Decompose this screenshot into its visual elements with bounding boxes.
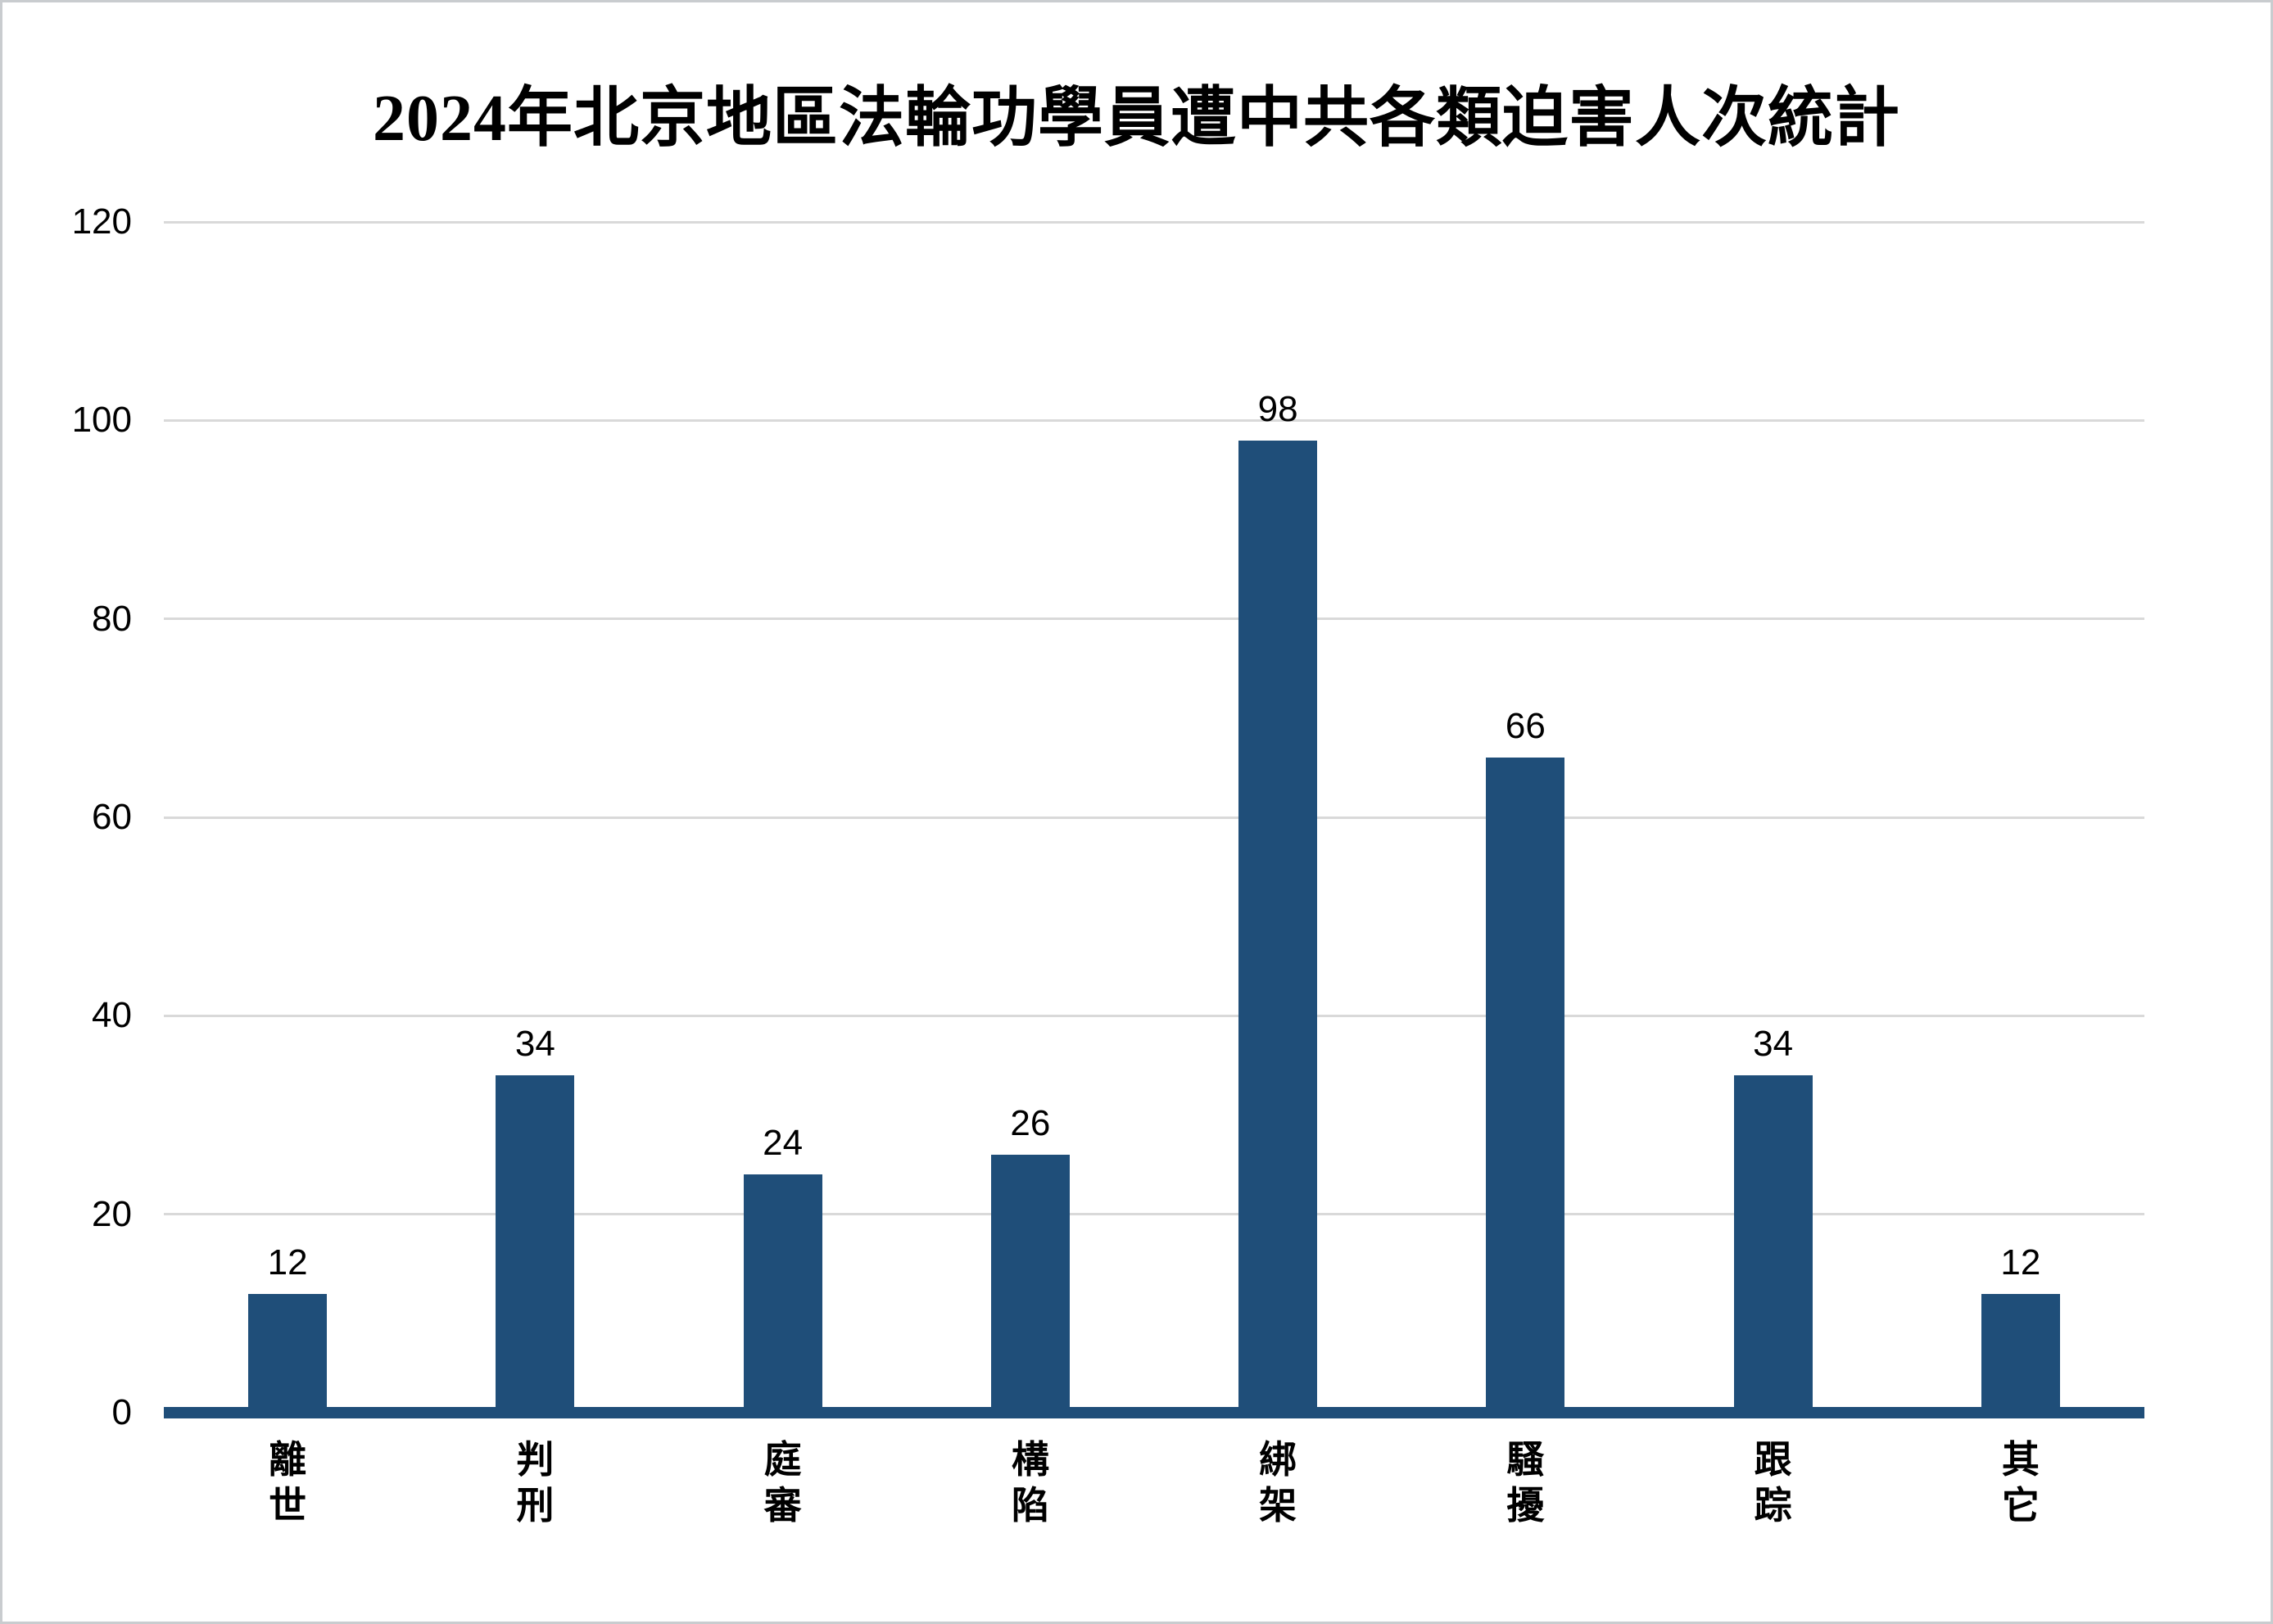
category-label-跟踪: 跟踪 xyxy=(1650,1437,1897,1529)
bar-slot-2: 24 xyxy=(659,222,907,1413)
bar-value-label-6: 34 xyxy=(1753,1024,1794,1065)
category-char: 陷 xyxy=(1011,1485,1049,1527)
category-char: 刑 xyxy=(516,1485,555,1527)
category-label-綁架: 綁架 xyxy=(1154,1437,1401,1529)
bar-跟踪 xyxy=(1733,1075,1813,1413)
category-char: 判 xyxy=(516,1439,555,1481)
category-label-判刑: 判刑 xyxy=(411,1437,659,1529)
bar-slot-4: 98 xyxy=(1154,222,1401,1413)
category-char: 騷 xyxy=(1506,1439,1545,1481)
category-char: 架 xyxy=(1259,1485,1297,1527)
bar-slot-1: 34 xyxy=(411,222,659,1413)
bar-slot-0: 12 xyxy=(164,222,411,1413)
category-label-騷擾: 騷擾 xyxy=(1401,1437,1649,1529)
category-char: 離 xyxy=(269,1439,307,1481)
category-char: 庭 xyxy=(763,1439,802,1481)
chart-title: 2024年北京地區法輪功學員遭中共各類迫害人次統計 xyxy=(373,83,1900,155)
category-char: 其 xyxy=(2001,1439,2040,1481)
bar-slot-3: 26 xyxy=(907,222,1154,1413)
gridline-y-40 xyxy=(164,1014,2144,1017)
plot-area: 12 34 24 26 98 66 34 12 xyxy=(164,220,2144,1418)
bar-value-label-7: 12 xyxy=(2000,1242,2041,1282)
category-label-庭審: 庭審 xyxy=(659,1437,907,1529)
bar-離世 xyxy=(248,1293,328,1413)
category-label-構陷: 構陷 xyxy=(907,1437,1154,1529)
category-char: 擾 xyxy=(1506,1485,1545,1527)
y-tick-label-80: 80 xyxy=(92,598,132,639)
category-char: 綁 xyxy=(1259,1439,1297,1481)
bar-slot-7: 12 xyxy=(1897,222,2144,1413)
bar-綁架 xyxy=(1238,440,1318,1413)
category-label-離世: 離世 xyxy=(164,1437,411,1529)
category-char: 構 xyxy=(1011,1439,1049,1481)
bar-value-label-0: 12 xyxy=(267,1242,308,1282)
category-char: 審 xyxy=(763,1485,802,1527)
gridline-y-120 xyxy=(164,220,2144,224)
y-tick-label-40: 40 xyxy=(92,995,132,1036)
bars-group: 12 34 24 26 98 66 34 12 xyxy=(164,222,2144,1413)
gridline-y-80 xyxy=(164,617,2144,621)
y-tick-label-60: 60 xyxy=(92,797,132,837)
category-char: 它 xyxy=(2001,1485,2040,1527)
gridline-y-60 xyxy=(164,816,2144,819)
category-char: 踪 xyxy=(1754,1485,1792,1527)
bar-slot-5: 66 xyxy=(1401,222,1649,1413)
bar-騷擾 xyxy=(1486,758,1565,1413)
bar-其它 xyxy=(1981,1293,2060,1413)
bar-slot-6: 34 xyxy=(1650,222,1897,1413)
y-tick-label-20: 20 xyxy=(92,1193,132,1234)
gridline-y-20 xyxy=(164,1213,2144,1216)
y-tick-label-0: 0 xyxy=(111,1392,132,1432)
category-char: 世 xyxy=(269,1485,307,1527)
bar-value-label-5: 66 xyxy=(1505,706,1546,747)
category-char: 跟 xyxy=(1754,1439,1792,1481)
x-axis-line xyxy=(164,1407,2144,1418)
bar-value-label-2: 24 xyxy=(763,1123,804,1164)
bar-value-label-3: 26 xyxy=(1010,1102,1051,1143)
y-tick-label-100: 100 xyxy=(71,400,132,441)
category-label-其它: 其它 xyxy=(1897,1437,2144,1529)
bar-value-label-1: 34 xyxy=(514,1024,555,1065)
bar-庭審 xyxy=(743,1174,822,1413)
y-tick-label-120: 120 xyxy=(71,201,132,242)
gridline-y-100 xyxy=(164,418,2144,422)
bar-value-label-4: 98 xyxy=(1257,388,1298,429)
x-axis-labels-group: 離世判刑庭審構陷綁架騷擾跟踪其它 xyxy=(164,1437,2144,1529)
bar-構陷 xyxy=(990,1154,1070,1413)
bar-判刑 xyxy=(496,1075,575,1413)
